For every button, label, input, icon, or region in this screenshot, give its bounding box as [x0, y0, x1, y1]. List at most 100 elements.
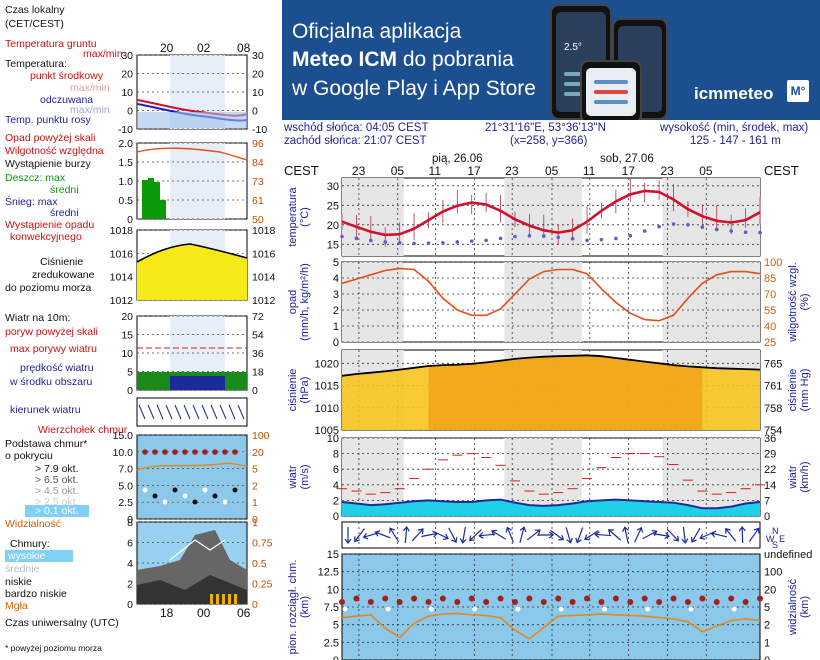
legend-y-tick: 1.0: [118, 176, 133, 188]
cloud-base-dot: [742, 599, 749, 606]
y-tick-label: 2: [333, 305, 339, 317]
wind-arrow: [608, 529, 622, 541]
cloud-base-dot: [483, 599, 490, 606]
legend-y2-tick: 84: [252, 157, 264, 169]
legend-rain-bar: [148, 178, 154, 219]
legend-maxmin-2: max/min: [70, 82, 110, 94]
day-label-2: sob, 27.06: [600, 153, 654, 165]
x-tick-label: 17: [467, 164, 481, 178]
arrow-shaft: [748, 528, 760, 542]
legend-y-tick: 30: [121, 50, 133, 62]
arrow-shaft: [653, 533, 670, 537]
legend-wind-arrow: [174, 404, 182, 420]
legend-wind-arrow: [165, 404, 173, 420]
y-axis-label: wiatr: [287, 465, 299, 490]
arrow-shaft: [711, 532, 728, 538]
dew-point: [369, 238, 373, 243]
dew-point: [469, 239, 474, 243]
arrow-shaft: [624, 527, 629, 543]
y-tick-label: 0: [333, 337, 339, 349]
legend-wind-title: Wiatr na 10m:: [5, 312, 71, 324]
banner-line-3: w Google Play i App Store: [292, 77, 536, 100]
arrow-shaft: [666, 528, 679, 542]
dew-point: [758, 230, 762, 235]
y2-tick-label: 29: [764, 449, 776, 461]
cloud-low-dot: [731, 606, 737, 612]
dew-point: [642, 229, 647, 233]
legend-convective-2: konwekcyjnego: [10, 231, 82, 243]
dew-point: [657, 224, 661, 229]
legend-fog-bar: [228, 594, 231, 604]
y-axis-label: (m/s): [299, 464, 311, 489]
legend-wind-arrow: [210, 404, 218, 420]
y2-tick-label: 754: [764, 425, 782, 437]
legend-y-tick: 5.0: [118, 480, 133, 492]
y-axis-label: ciśnienie: [287, 369, 299, 412]
cloud-low-dot: [558, 606, 564, 612]
legend-y-tick: 6: [127, 538, 133, 550]
legend-humidity-line: [136, 147, 248, 161]
dew-point: [527, 233, 532, 238]
arrow-head: [575, 537, 582, 544]
legend-y-tick: 10.0: [113, 447, 134, 459]
arrow-shaft: [404, 526, 408, 544]
legend-high: wysokie: [5, 550, 74, 562]
dew-point: [599, 237, 604, 242]
cloud-base-dot: [468, 595, 475, 602]
arrow-head: [519, 526, 527, 533]
legend-fog: Mgła: [5, 600, 28, 612]
cloud-base-dot: [367, 599, 374, 606]
dew-point: [383, 240, 388, 244]
legend-pressure-1: Ciśnienie: [40, 256, 84, 268]
legend-time-local-2: (CET/CEST): [5, 18, 64, 30]
sunrise: wschód słońca: 04:05 CEST: [284, 122, 429, 134]
y2-tick-label: 1: [764, 637, 770, 649]
legend-cloud-top-dot: [172, 449, 178, 455]
legend-rain-bar: [154, 182, 160, 219]
y2-axis-label: wiatr: [787, 465, 799, 490]
legend-top-tick: 02: [197, 41, 211, 55]
arrow-head: [699, 533, 706, 540]
dew-point: [743, 230, 748, 235]
arrow-head: [402, 526, 410, 532]
visibility-line: [341, 612, 761, 640]
arrow-shaft: [375, 531, 391, 539]
dew-point: [498, 236, 503, 241]
legend-okt-45: > 4.5 okt.: [35, 485, 79, 497]
legend-y2-tick: 0.25: [252, 579, 273, 591]
legend-y-tick: 5: [127, 367, 133, 379]
y2-tick-label: 5: [764, 602, 770, 614]
y2-tick-label: 100: [764, 567, 782, 579]
x-tick-label: 23: [660, 164, 674, 178]
legend-wind-arrow: [228, 404, 236, 420]
y2-tick-label: 20: [764, 584, 776, 596]
app-banner[interactable]: Oficjalna aplikacja Meteo ICM do pobrani…: [282, 0, 820, 120]
legend-y-tick: 1.5: [118, 157, 133, 169]
arrow-head: [389, 527, 396, 534]
y-axis-label: opad: [287, 290, 299, 314]
arrow-shaft: [354, 528, 365, 542]
legend-wind-arrow: [156, 404, 164, 420]
legend-y2-tick: 50: [252, 214, 264, 226]
legend-y2-tick: 30: [252, 50, 264, 62]
dew-point: [340, 234, 344, 239]
dew-point: [397, 240, 402, 245]
legend-pressure-area: [137, 244, 247, 300]
arrow-head: [710, 530, 717, 538]
cloud-base-dot: [713, 599, 720, 606]
legend-cloud-top-dot: [232, 449, 238, 455]
arrow-shaft: [448, 527, 457, 543]
legend-y-tick: 0: [127, 599, 133, 611]
legend-y-tick: 2: [127, 579, 133, 591]
arrow-head: [738, 526, 746, 532]
legend-cloud-top: Wierzchołek chmur: [38, 424, 128, 436]
cloud-base-dot: [454, 599, 461, 606]
cloud-base-dot: [728, 595, 735, 602]
y2-axis-label: (km): [799, 596, 811, 618]
wind-arrow: [448, 527, 458, 544]
legend-wind-arrow: [147, 404, 155, 420]
wind-arrow: [354, 528, 365, 543]
legend-y2-tick: 0: [252, 514, 258, 526]
y-axis-label: temperatura: [287, 186, 299, 246]
arrow-head: [681, 538, 689, 544]
